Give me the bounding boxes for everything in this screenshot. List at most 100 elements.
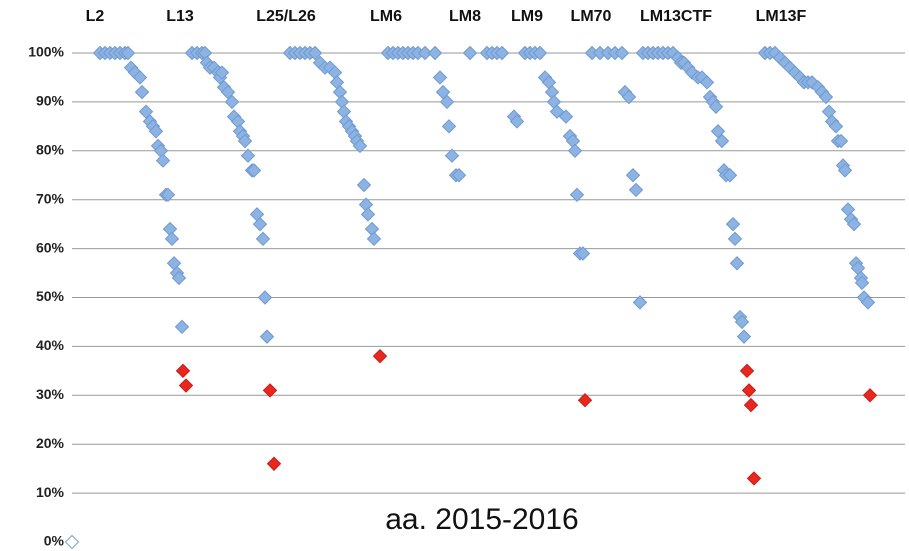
data-point <box>120 45 136 61</box>
data-point <box>360 207 376 222</box>
data-point <box>727 231 743 247</box>
data-point <box>577 392 593 408</box>
y-tick-label: 50% <box>36 288 65 304</box>
data-point <box>846 216 862 232</box>
data-point <box>266 456 282 471</box>
group-label: L13 <box>166 8 194 25</box>
data-point <box>246 163 262 178</box>
data-point <box>833 133 849 149</box>
group-label: LM9 <box>511 8 543 25</box>
data-point <box>372 348 388 364</box>
data-point <box>171 270 187 286</box>
data-point <box>509 114 525 129</box>
data-point <box>441 119 457 134</box>
group-label: L2 <box>86 8 105 25</box>
group-label: LM8 <box>449 8 481 25</box>
data-point <box>224 94 240 110</box>
y-tick-label: 10% <box>36 484 65 500</box>
data-point <box>710 124 726 139</box>
data-point <box>722 168 738 183</box>
data-point <box>160 187 176 203</box>
group-label: LM70 <box>571 8 612 25</box>
data-point <box>132 70 148 85</box>
data-point <box>162 221 178 237</box>
data-point <box>334 94 350 110</box>
data-point <box>734 314 750 330</box>
data-point <box>435 84 451 100</box>
data-point <box>818 89 834 105</box>
data-point <box>614 45 630 61</box>
data-point <box>444 148 460 163</box>
data-point <box>741 383 757 398</box>
data-point <box>494 45 510 61</box>
data-point <box>257 290 273 305</box>
data-point <box>174 319 190 335</box>
data-point <box>854 275 870 291</box>
data-point <box>148 124 164 139</box>
group-label: LM13F <box>756 8 807 25</box>
data-point <box>134 84 150 100</box>
data-point <box>549 104 565 119</box>
data-point <box>708 99 724 114</box>
data-point <box>240 148 256 163</box>
data-point <box>567 143 583 159</box>
data-point <box>262 383 278 398</box>
y-tick-label: 100% <box>28 44 64 60</box>
annotation: aa. 2015-2016 <box>385 503 579 536</box>
data-point <box>252 216 268 232</box>
data-point <box>743 397 759 413</box>
y-tick-label: 40% <box>36 337 65 353</box>
data-point <box>860 295 876 310</box>
y-tick-label: 30% <box>36 386 65 402</box>
data-point <box>462 45 478 61</box>
data-point <box>736 329 752 344</box>
data-point <box>532 45 548 61</box>
marks <box>64 45 878 550</box>
data-point <box>175 363 191 379</box>
data-point <box>746 471 762 486</box>
data-point <box>569 187 585 203</box>
data-point <box>220 84 236 100</box>
data-point <box>364 221 380 237</box>
data-point <box>828 119 844 134</box>
data-point <box>214 65 230 80</box>
data-point <box>356 177 372 193</box>
data-point <box>837 163 853 178</box>
data-point <box>558 109 574 124</box>
y-tick-label: 60% <box>36 239 65 255</box>
data-point <box>155 153 171 168</box>
data-point <box>178 378 194 393</box>
y-tick-label: 20% <box>36 435 65 451</box>
data-point <box>729 256 745 271</box>
group-label: LM13CTF <box>640 8 712 25</box>
y-tick-label: 70% <box>36 190 65 206</box>
data-point <box>725 216 741 232</box>
y-tick-label: 0% <box>44 533 65 549</box>
data-point <box>699 75 715 90</box>
data-point <box>64 534 80 550</box>
data-point <box>255 231 271 247</box>
data-point <box>714 133 730 149</box>
group-label: LM6 <box>370 8 402 25</box>
data-point <box>417 45 433 61</box>
data-point <box>352 138 368 154</box>
y-tick-label: 90% <box>36 93 65 109</box>
data-point <box>432 70 448 85</box>
data-point <box>862 388 878 403</box>
data-point <box>366 231 382 247</box>
data-point <box>138 104 154 119</box>
data-point <box>625 168 641 183</box>
data-point <box>575 246 591 261</box>
data-point <box>164 231 180 247</box>
group-label: L25/L26 <box>256 8 316 25</box>
data-point <box>427 45 443 61</box>
data-point <box>621 89 637 105</box>
data-point <box>237 133 253 149</box>
data-point <box>451 168 467 183</box>
data-point <box>336 104 352 119</box>
data-point <box>739 363 755 379</box>
data-point <box>628 182 644 198</box>
data-point <box>632 295 648 310</box>
data-point <box>439 94 455 110</box>
